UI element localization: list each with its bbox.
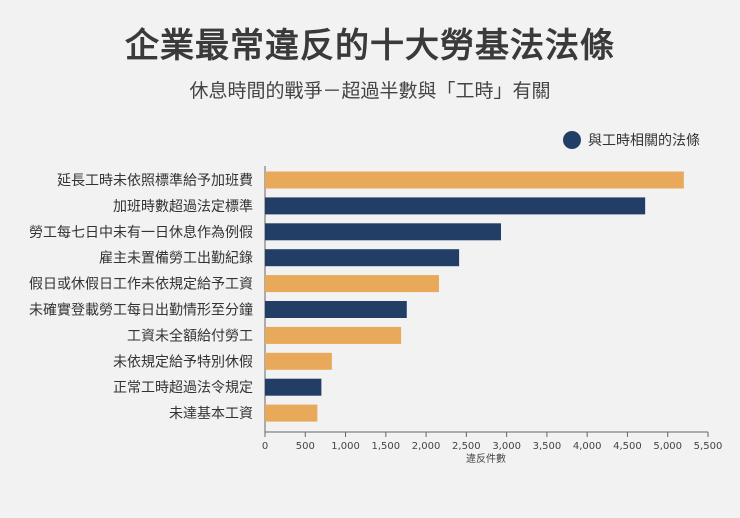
x-tick-label: 4,000 xyxy=(573,441,602,452)
x-tick-label: 3,000 xyxy=(492,441,521,452)
chart-subtitle: 休息時間的戰爭－超過半數與「工時」有關 xyxy=(189,80,551,102)
category-label: 加班時數超過法定標準 xyxy=(113,199,253,215)
bar xyxy=(265,352,332,370)
x-tick-label: 0 xyxy=(262,441,268,452)
category-label: 假日或休假日工作未依規定給予工資 xyxy=(29,277,253,293)
x-tick-label: 500 xyxy=(296,441,315,452)
bar xyxy=(265,326,402,344)
chart-title: 企業最常違反的十大勞基法法條 xyxy=(125,26,615,66)
category-label: 未確實登載勞工每日出勤情形至分鐘 xyxy=(29,302,253,319)
x-tick-label: 2,000 xyxy=(412,441,441,452)
x-tick-label: 4,500 xyxy=(613,441,642,452)
bar xyxy=(265,404,318,422)
x-tick-label: 5,000 xyxy=(653,441,682,452)
x-tick-label: 2,500 xyxy=(452,441,481,452)
category-label: 未達基本工資 xyxy=(169,405,253,422)
category-label: 正常工時超過法令規定 xyxy=(113,380,253,396)
category-labels: 延長工時未依照標準給予加班費加班時數超過法定標準勞工每七日中未有一日休息作為例假… xyxy=(29,173,253,422)
legend-label: 與工時相關的法條 xyxy=(588,133,700,149)
category-label: 未依規定給予特別休假 xyxy=(113,354,253,370)
bar xyxy=(265,249,460,267)
x-tick-label: 1,000 xyxy=(331,441,360,452)
category-label: 勞工每七日中未有一日休息作為例假 xyxy=(29,224,253,241)
category-label: 工資未全額給付勞工 xyxy=(127,327,253,344)
x-tick-label: 1,500 xyxy=(371,441,400,452)
x-tick-label: 3,500 xyxy=(533,441,562,452)
bar xyxy=(265,275,439,293)
legend-marker xyxy=(563,131,581,149)
bar xyxy=(265,197,646,215)
bars xyxy=(265,171,684,422)
legend: 與工時相關的法條 xyxy=(563,131,700,149)
bar xyxy=(265,223,501,241)
bar xyxy=(265,171,684,189)
x-tick-label: 5,500 xyxy=(694,441,723,452)
category-label: 延長工時未依照標準給予加班費 xyxy=(57,173,253,189)
x-axis-title: 違反件數 xyxy=(466,452,506,465)
bar xyxy=(265,378,322,396)
category-label: 雇主未置備勞工出勤紀錄 xyxy=(99,250,253,267)
bar xyxy=(265,301,407,318)
